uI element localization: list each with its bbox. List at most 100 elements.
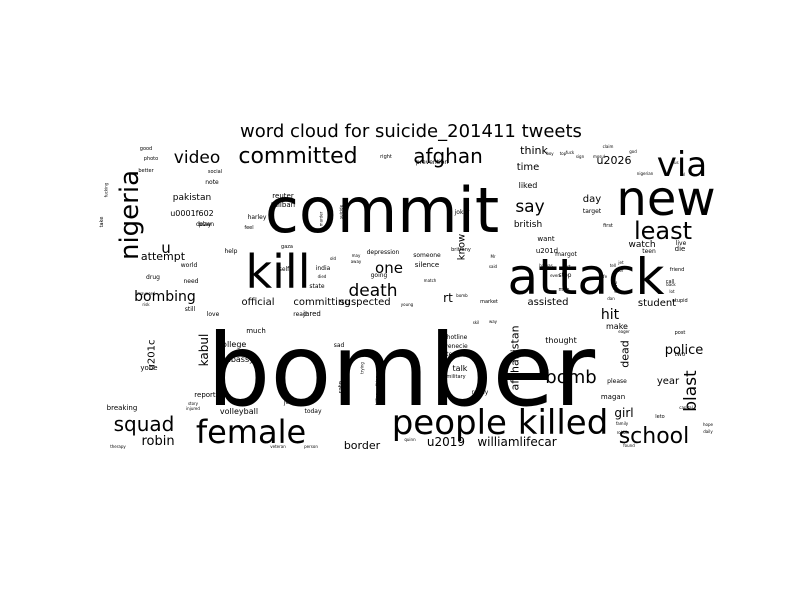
word: way (489, 319, 498, 324)
word: venecie (444, 343, 468, 350)
word: want (537, 235, 554, 243)
word: robin (141, 434, 174, 449)
word: squad (114, 412, 175, 436)
word: match (424, 278, 437, 283)
word: sad (334, 342, 345, 349)
word: brittany (451, 247, 471, 253)
word: teen (642, 248, 656, 255)
word: people killed (392, 403, 609, 443)
word: volleyball (220, 407, 258, 416)
word: note (205, 179, 219, 186)
word: day (583, 194, 601, 205)
word: female (196, 413, 306, 451)
word: someone (413, 252, 441, 259)
word: video (174, 148, 220, 168)
word: feel (244, 225, 253, 231)
word: old (330, 256, 337, 261)
word: man (558, 287, 569, 293)
word: need (184, 278, 199, 285)
word: veteran (270, 444, 286, 449)
word: college (218, 340, 247, 349)
word: u0001f602 (170, 209, 214, 218)
word: bomber (207, 312, 596, 429)
word: liked (519, 181, 538, 190)
word: eager (618, 329, 630, 334)
word: first (603, 223, 613, 229)
word: friend (670, 267, 685, 273)
word: embassy (218, 355, 254, 364)
word: joker (454, 209, 470, 216)
word: hope (703, 422, 714, 427)
word: really (472, 389, 489, 396)
word: family (616, 421, 629, 426)
word: afghan (413, 144, 483, 168)
word: new (616, 171, 715, 227)
word: killing (375, 393, 380, 405)
word: leto (655, 414, 665, 420)
word: target (583, 208, 602, 215)
word: young (401, 302, 414, 307)
word: u201c (147, 340, 158, 371)
word: nigeria (115, 170, 145, 260)
word: post (675, 330, 686, 336)
word: trying (360, 362, 365, 374)
word: last (563, 264, 571, 269)
word: attack (508, 248, 665, 306)
word: dead (619, 340, 632, 367)
word: joke (283, 399, 297, 406)
word: market (480, 299, 498, 305)
word: capital (679, 405, 692, 410)
word: school (619, 424, 690, 449)
chart-title: word cloud for suicide_201411 tweets (240, 121, 582, 142)
word: lol (681, 172, 686, 177)
word: right (380, 154, 392, 160)
word: least (634, 217, 692, 245)
word: god (629, 149, 637, 154)
word: murder (319, 211, 324, 226)
word: via (657, 145, 707, 185)
word: injured (186, 406, 200, 411)
word: reuter (272, 192, 294, 200)
word: stop (559, 272, 572, 279)
word: quinn (404, 437, 416, 442)
word: story (188, 401, 199, 406)
word: hamas (539, 263, 552, 268)
word: much (246, 327, 266, 335)
word: afghanistan (509, 325, 522, 390)
word: time (517, 162, 540, 173)
word: died (318, 274, 327, 279)
word: death (348, 281, 397, 301)
word: better (138, 168, 154, 174)
word: hit (601, 307, 620, 323)
word: nigerian (637, 171, 654, 176)
word: self (279, 266, 290, 273)
word: may (352, 253, 361, 258)
word: stupid (672, 298, 687, 304)
word: hor (617, 268, 624, 273)
word: suicide (339, 204, 344, 219)
word: say (515, 197, 544, 217)
word: bus (671, 160, 678, 165)
word: talk (453, 364, 468, 373)
word: alive (613, 281, 619, 293)
word: maynard (137, 291, 155, 296)
word: rt (443, 291, 453, 305)
word: going (371, 272, 388, 279)
word: thought (545, 336, 576, 345)
word: tell (610, 263, 616, 268)
word: taliban (271, 201, 295, 209)
word: attempted (440, 351, 472, 358)
word: british (514, 220, 542, 230)
cloud-background (100, 145, 716, 452)
word: thing (375, 375, 380, 386)
word: williamlifecar (477, 435, 556, 449)
word: life (601, 274, 608, 279)
word: person (304, 444, 318, 449)
word: blast (681, 370, 701, 412)
word: attempt (141, 250, 186, 263)
word: u201d (536, 247, 558, 255)
word: good (140, 146, 152, 152)
word: jet (617, 260, 624, 265)
word: take (99, 217, 105, 228)
